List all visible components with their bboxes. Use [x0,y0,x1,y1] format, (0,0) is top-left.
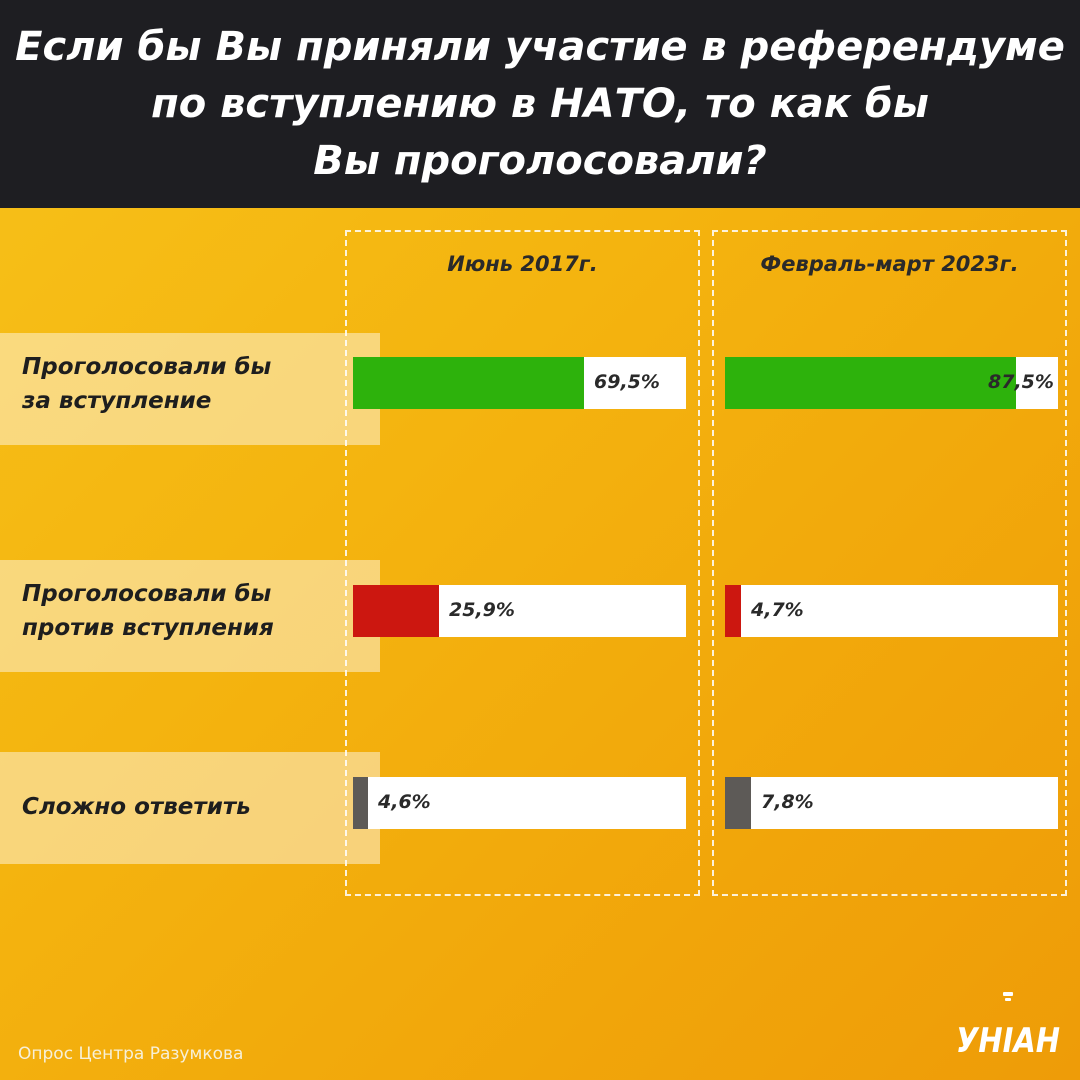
bar-value-against-2017: 25,9% [449,599,515,621]
row-label-bg-unsure [0,752,380,864]
bar-fill-for-2017 [353,357,584,409]
row-label-unsure: Сложно ответить [22,790,362,824]
row-label-against-line-1: Проголосовали бы [22,581,272,607]
logo-text: УНІАН [956,1021,1060,1060]
title-line-2: по вступлению в НАТО, то как бы [151,80,929,127]
column-frame-2017 [345,230,700,896]
title-line-1: Если бы Вы приняли участие в референдуме [15,23,1065,70]
bar-unsure-2017: 4,6% [353,777,686,829]
bar-value-unsure-2023: 7,8% [761,791,814,813]
bar-for-2023: 87,5% [725,357,1058,409]
bar-against-2017: 25,9% [353,585,686,637]
bar-fill-for-2023 [725,357,1016,409]
bar-fill-unsure-2017 [353,777,368,829]
column-header-2023: Февраль-март 2023г. [760,252,1019,276]
bar-against-2023: 4,7% [725,585,1058,637]
row-label-for-line-2: за вступление [22,388,212,414]
bar-value-for-2023: 87,5% [988,371,1054,393]
row-label-bg-for [0,333,380,445]
column-header-2017: Июнь 2017г. [447,252,598,276]
title-line-3: Вы проголосовали? [313,137,767,184]
column-frame-2023 [712,230,1067,896]
bar-for-2017: 69,5% [353,357,686,409]
bar-fill-against-2023 [725,585,741,637]
bar-fill-unsure-2023 [725,777,751,829]
bar-value-unsure-2017: 4,6% [378,791,431,813]
bar-value-against-2023: 4,7% [751,599,804,621]
unian-logo: УНІАН [956,992,1060,1060]
row-label-bg-against [0,560,380,672]
row-label-for: Проголосовали бы за вступление [22,350,362,418]
row-label-for-line-1: Проголосовали бы [22,354,272,380]
bar-unsure-2023: 7,8% [725,777,1058,829]
bar-fill-against-2017 [353,585,439,637]
bar-value-for-2017: 69,5% [594,371,660,393]
row-label-unsure-line-1: Сложно ответить [22,794,251,820]
row-label-against: Проголосовали бы против вступления [22,577,362,645]
row-label-against-line-2: против вступления [22,615,274,641]
source-note: Опрос Центра Разумкова [18,1044,244,1064]
header: Если бы Вы приняли участие в референдуме… [0,0,1080,208]
page-title: Если бы Вы приняли участие в референдуме… [15,19,1065,190]
